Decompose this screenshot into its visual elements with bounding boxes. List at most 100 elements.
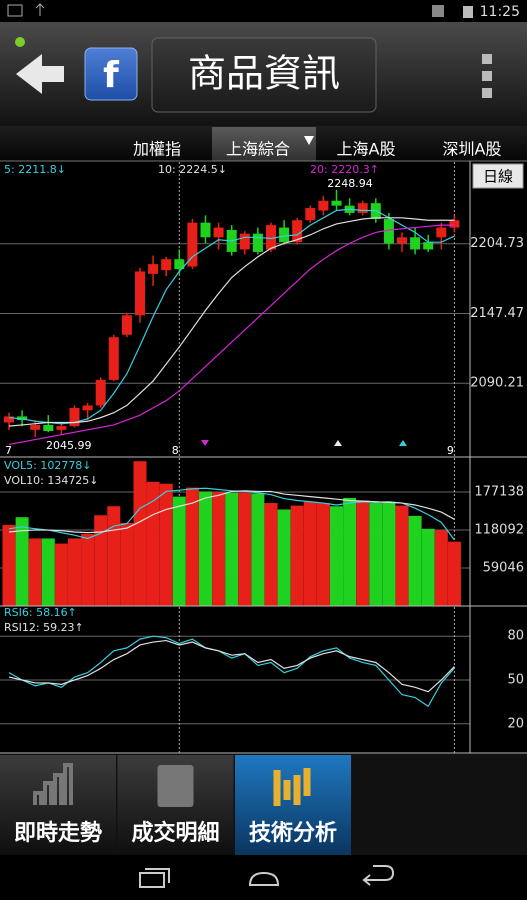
recents-button[interactable] — [139, 868, 170, 888]
candle-body — [449, 220, 460, 228]
low-label: 2045.99 — [46, 439, 92, 452]
selected-tab[interactable] — [212, 127, 316, 161]
legend-entry: VOL10: 134725↓ — [4, 474, 99, 487]
candle-body — [292, 220, 303, 243]
tab-icon — [33, 763, 73, 805]
page-title: 商品資訊 — [188, 52, 340, 96]
candle-body — [423, 242, 434, 250]
volume-bar — [290, 505, 304, 606]
candle-body — [252, 233, 263, 252]
volume-bar — [159, 483, 173, 606]
candle-body — [135, 271, 145, 316]
menu-button[interactable] — [482, 54, 492, 98]
volume-bar — [356, 500, 370, 606]
bottom-tab[interactable] — [235, 755, 351, 855]
volume-bar — [107, 506, 121, 606]
candle-body — [121, 315, 132, 335]
volume-bar — [434, 530, 448, 606]
y-tick-label: 177138 — [474, 485, 524, 500]
candle-body — [200, 222, 211, 238]
bottom-tab-label[interactable]: 成交明細 — [131, 820, 219, 846]
high-label: 2248.94 — [327, 177, 373, 190]
signal-marker — [334, 440, 342, 446]
volume-bar — [185, 487, 199, 606]
month-label: 7 — [5, 444, 12, 457]
y-tick-label: 2204.73 — [470, 236, 524, 251]
back-button[interactable] — [16, 54, 64, 94]
candle-body — [82, 405, 93, 411]
legend-entry: 10: 2224.5↓ — [158, 163, 227, 176]
legend-entry: 20: 2220.3↑ — [310, 163, 379, 176]
candle-body — [161, 259, 172, 271]
volume-bar — [251, 493, 265, 606]
month-label: 8 — [172, 444, 179, 457]
battery — [463, 6, 473, 18]
menu-dot — [482, 88, 492, 98]
volume-bar — [54, 543, 68, 606]
y-tick-label: 118092 — [474, 523, 524, 538]
legend-entry: 5: 2211.8↓ — [4, 163, 66, 176]
month-label: 9 — [447, 444, 454, 457]
volume-bar — [330, 506, 343, 606]
indicator-line — [8, 639, 455, 693]
y-tick-label: 59046 — [483, 561, 524, 576]
tab-label[interactable]: 上海A股 — [337, 140, 396, 159]
status-icon — [35, 3, 45, 16]
facebook-icon: f — [103, 55, 119, 96]
candle-body — [108, 337, 119, 380]
clock: 11:25 — [480, 4, 520, 20]
home-button[interactable] — [248, 871, 280, 886]
status-bar — [0, 0, 527, 22]
bottom-tab-label[interactable]: 技術分析 — [249, 820, 337, 846]
candle-body — [4, 416, 14, 423]
candle-body — [213, 227, 224, 238]
volume-bar — [277, 509, 291, 606]
tab-label[interactable]: 深圳A股 — [443, 140, 502, 159]
candle-body — [397, 237, 407, 244]
candle-body — [95, 379, 106, 406]
indicator-line — [8, 224, 455, 446]
period-button[interactable] — [472, 163, 524, 189]
facebook-button[interactable] — [84, 47, 138, 101]
volume-bar — [68, 538, 81, 606]
volume-bar — [225, 492, 239, 606]
y-tick-label: 50 — [507, 673, 524, 688]
volume-bar — [133, 461, 147, 606]
candle-body — [174, 259, 185, 269]
volume-bar — [2, 524, 16, 606]
volume-bar — [421, 528, 435, 606]
volume-bar — [343, 497, 357, 606]
status-icon — [7, 4, 23, 17]
tab-label[interactable]: 加權指 — [133, 140, 181, 159]
legend-entry: RSI6: 58.16↑ — [4, 606, 77, 619]
volume-bar — [395, 505, 409, 606]
tab-label[interactable]: 上海綜合 — [226, 140, 290, 159]
volume-bar — [15, 517, 29, 606]
candle-body — [383, 219, 394, 244]
indicator-line — [8, 208, 455, 425]
volume-bar — [316, 503, 330, 606]
indicator-line — [8, 490, 455, 534]
candle-body — [56, 426, 67, 430]
volume-bar — [212, 492, 226, 606]
dropdown-arrow — [304, 136, 314, 145]
y-tick-label: 80 — [507, 629, 524, 644]
period-label: 日線 — [483, 168, 513, 186]
volume-bar — [408, 515, 422, 606]
candle-body — [69, 407, 80, 427]
candle-body — [266, 225, 276, 250]
bottom-tab-label[interactable]: 即時走勢 — [14, 820, 102, 846]
indicator-line — [8, 635, 455, 708]
tab-icon — [273, 768, 311, 806]
candle-body — [410, 237, 421, 250]
bottom-tab[interactable] — [0, 755, 116, 855]
candle-body — [305, 208, 316, 221]
candle-body — [436, 227, 447, 238]
nav-bar — [0, 855, 527, 900]
back-nav-button[interactable] — [362, 865, 395, 886]
status-icon — [432, 5, 444, 17]
legend-entry: RSI12: 59.23↑ — [4, 621, 84, 634]
volume-bar — [120, 522, 134, 606]
volume-bar — [199, 491, 212, 606]
